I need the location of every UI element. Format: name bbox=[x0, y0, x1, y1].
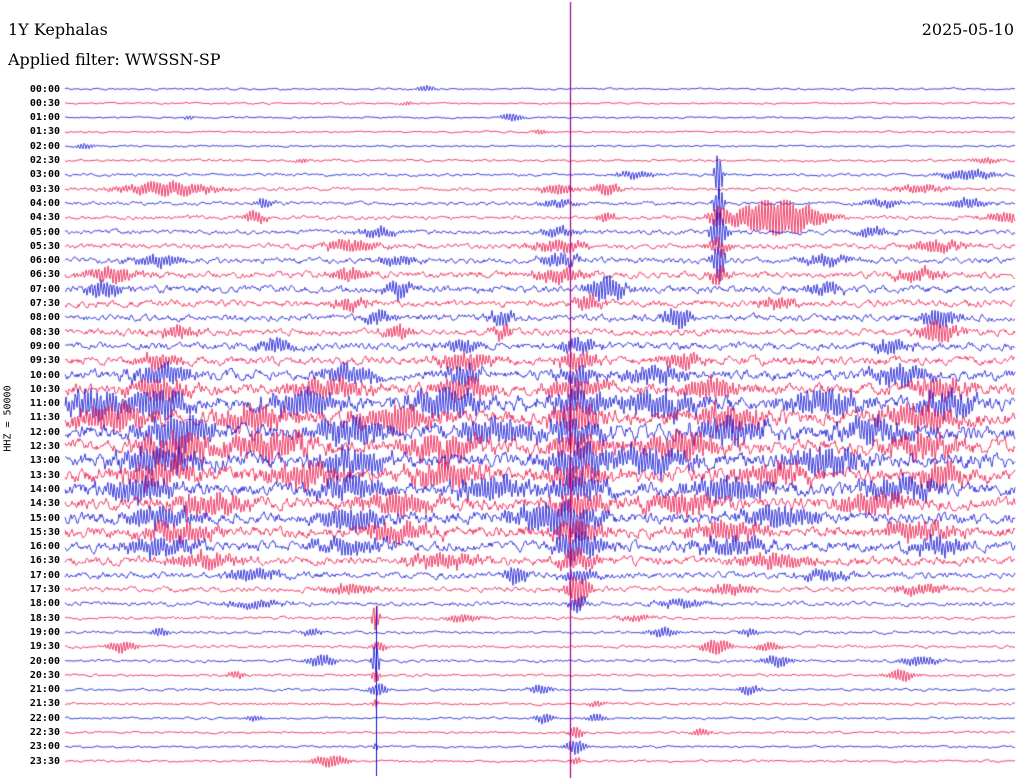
time-label: 08:00 bbox=[29, 312, 60, 324]
time-label: 09:00 bbox=[29, 340, 60, 352]
time-label: 04:00 bbox=[29, 197, 60, 209]
time-label: 00:00 bbox=[29, 83, 60, 95]
time-label: 03:00 bbox=[29, 169, 60, 181]
time-label: 06:30 bbox=[29, 269, 60, 281]
time-label: 13:30 bbox=[29, 469, 60, 481]
time-label: 20:30 bbox=[29, 669, 60, 681]
time-label: 18:30 bbox=[29, 612, 60, 624]
time-label: 04:30 bbox=[29, 212, 60, 224]
time-label: 03:30 bbox=[29, 183, 60, 195]
time-label: 11:00 bbox=[29, 398, 60, 410]
time-label: 01:00 bbox=[29, 112, 60, 124]
time-label: 14:30 bbox=[29, 498, 60, 510]
time-label: 21:00 bbox=[29, 684, 60, 696]
time-label: 18:00 bbox=[29, 598, 60, 610]
time-label: 22:30 bbox=[29, 727, 60, 738]
time-label: 19:00 bbox=[29, 626, 60, 638]
time-label: 17:30 bbox=[29, 584, 60, 595]
time-label: 16:30 bbox=[29, 555, 60, 567]
time-label: 15:00 bbox=[29, 512, 60, 524]
time-label: 05:30 bbox=[29, 240, 60, 252]
time-label: 02:30 bbox=[29, 155, 60, 166]
time-label: 20:00 bbox=[29, 655, 60, 667]
time-label: 22:00 bbox=[29, 712, 60, 724]
time-label: 00:30 bbox=[29, 97, 60, 109]
time-label-column: 00:00 00:30 01:00 01:30 02:00 02:30 03:00 03:30… bbox=[0, 0, 60, 780]
time-label: 21:30 bbox=[29, 698, 60, 710]
time-label: 02:00 bbox=[29, 140, 60, 152]
time-label: 13:00 bbox=[29, 455, 60, 467]
time-label: 06:00 bbox=[29, 255, 60, 267]
time-label: 05:00 bbox=[29, 226, 60, 238]
time-label: 07:30 bbox=[29, 298, 60, 309]
filter-label: Applied filter: WWSSN-SP bbox=[8, 50, 221, 69]
time-label: 14:00 bbox=[29, 483, 60, 495]
time-label: 07:00 bbox=[29, 283, 60, 295]
time-label: 17:00 bbox=[29, 569, 60, 581]
time-label: 12:00 bbox=[29, 426, 60, 438]
time-label: 19:30 bbox=[29, 641, 60, 653]
time-label: 15:30 bbox=[29, 526, 60, 538]
station-title: 1Y Kephalas bbox=[8, 20, 108, 39]
time-label: 10:00 bbox=[29, 369, 60, 381]
time-label: 10:30 bbox=[29, 383, 60, 395]
time-label: 01:30 bbox=[29, 126, 60, 138]
time-label: 09:30 bbox=[29, 355, 60, 367]
time-label: 23:30 bbox=[29, 755, 60, 767]
time-label: 16:00 bbox=[29, 541, 60, 553]
time-label: 08:30 bbox=[29, 326, 60, 338]
time-label: 12:30 bbox=[29, 441, 60, 452]
time-label: 23:00 bbox=[29, 741, 60, 753]
time-label: 11:30 bbox=[29, 412, 60, 424]
date-label: 2025-05-10 bbox=[921, 20, 1014, 39]
